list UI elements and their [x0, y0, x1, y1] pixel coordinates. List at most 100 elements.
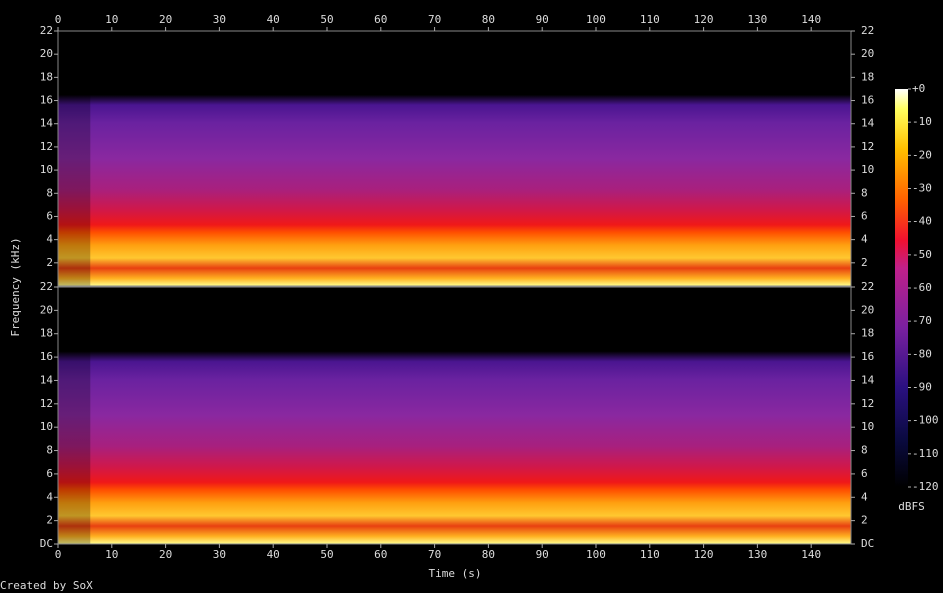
- x-tick-label: 10: [105, 13, 118, 26]
- y-tick-label: 14: [861, 373, 875, 386]
- y-tick-label: 10: [40, 420, 53, 433]
- y-tick-label: 2: [46, 256, 53, 269]
- y-tick-label: 14: [40, 373, 54, 386]
- x-tick-label: 90: [536, 548, 549, 561]
- y-tick-label: 10: [40, 163, 53, 176]
- y-tick-label: 20: [861, 47, 874, 60]
- x-axis-label: Time (s): [429, 567, 482, 580]
- x-tick-label: 70: [428, 13, 441, 26]
- y-tick-label: 14: [40, 117, 54, 130]
- y-tick-label: 16: [40, 94, 53, 107]
- spectrogram-image: [58, 31, 851, 286]
- colorbar-tick-label: -20: [912, 148, 932, 161]
- x-tick-label: 40: [267, 548, 280, 561]
- y-tick-label: 22: [861, 280, 874, 293]
- x-tick-label: 80: [482, 548, 495, 561]
- y-tick-label: 16: [861, 350, 874, 363]
- x-tick-label: 100: [586, 548, 606, 561]
- y-tick-label: 12: [40, 140, 53, 153]
- colorbar-tick-label: -90: [912, 381, 932, 394]
- plot-frame: [57, 30, 852, 287]
- y-tick-label: 22: [861, 24, 874, 37]
- y-tick-label: 2: [46, 514, 53, 527]
- x-tick-label: 110: [640, 13, 660, 26]
- y-tick-label: 22: [40, 24, 53, 37]
- x-tick-label: 0: [55, 13, 62, 26]
- x-tick-label: 120: [694, 548, 714, 561]
- colorbar-tick-label: -120: [912, 480, 939, 493]
- x-tick-label: 130: [747, 13, 767, 26]
- y-tick-label: 22: [40, 280, 53, 293]
- colorbar-tick-label: -50: [912, 248, 932, 261]
- colorbar-tick-label: -40: [912, 215, 932, 228]
- colorbar-tick-label: -30: [912, 182, 932, 195]
- x-tick-label: 30: [213, 13, 226, 26]
- x-tick-label: 70: [428, 548, 441, 561]
- y-tick-label: 20: [40, 303, 53, 316]
- y-tick-label: 8: [46, 444, 53, 457]
- y-tick-label: 18: [40, 70, 53, 83]
- x-tick-label: 50: [320, 13, 333, 26]
- y-tick-label: 12: [861, 140, 874, 153]
- y-tick-label: 6: [46, 209, 53, 222]
- colorbar-label: dBFS: [898, 500, 925, 513]
- y-tick-label: 6: [46, 467, 53, 480]
- y-axis-label: Frequency (kHz): [9, 237, 22, 336]
- y-tick-label: 8: [861, 186, 868, 199]
- y-tick-label: 18: [861, 327, 874, 340]
- x-tick-label: 40: [267, 13, 280, 26]
- intro-shade: [58, 287, 91, 544]
- plot-frame: [57, 286, 852, 545]
- x-tick-label: 110: [640, 548, 660, 561]
- colorbar: [895, 89, 908, 487]
- y-tick-label: 14: [861, 117, 875, 130]
- colorbar-tick-label: -110: [912, 447, 939, 460]
- colorbar-tick-label: -60: [912, 281, 932, 294]
- colorbar-tick-label: -70: [912, 314, 932, 327]
- x-tick-label: 60: [374, 548, 387, 561]
- x-tick-label: 100: [586, 13, 606, 26]
- y-tick-label: 10: [861, 420, 874, 433]
- colorbar-tick-label: -100: [912, 414, 939, 427]
- x-tick-label: 120: [694, 13, 714, 26]
- x-tick-label: 50: [320, 548, 333, 561]
- y-tick-label: DC: [861, 537, 874, 550]
- y-tick-label: 16: [861, 94, 874, 107]
- y-tick-label: 4: [46, 233, 53, 246]
- y-tick-label: 4: [861, 490, 868, 503]
- spectrogram-image: [58, 287, 851, 544]
- y-tick-label: 10: [861, 163, 874, 176]
- x-tick-label: 60: [374, 13, 387, 26]
- x-tick-label: 0: [55, 548, 62, 561]
- credit: Created by SoX: [0, 579, 93, 592]
- x-tick-label: 30: [213, 548, 226, 561]
- intro-shade: [58, 31, 91, 286]
- y-tick-label: 18: [861, 70, 874, 83]
- x-tick-label: 20: [159, 13, 172, 26]
- colorbar-tick-label: -10: [912, 115, 932, 128]
- y-tick-label: 4: [861, 233, 868, 246]
- y-tick-label: 2: [861, 256, 868, 269]
- x-tick-label: 90: [536, 13, 549, 26]
- x-tick-label: 130: [747, 548, 767, 561]
- y-tick-label: 6: [861, 467, 868, 480]
- x-tick-label: 80: [482, 13, 495, 26]
- x-tick-label: 20: [159, 548, 172, 561]
- y-tick-label: 12: [861, 397, 874, 410]
- y-tick-label: 4: [46, 490, 53, 503]
- y-tick-label: 8: [861, 444, 868, 457]
- y-tick-label: 6: [861, 209, 868, 222]
- x-tick-label: 140: [801, 548, 821, 561]
- y-tick-label: 20: [40, 47, 53, 60]
- x-tick-label: 10: [105, 548, 118, 561]
- y-tick-label: 16: [40, 350, 53, 363]
- colorbar-tick-label: +0: [912, 82, 925, 95]
- y-tick-label: 20: [861, 303, 874, 316]
- y-tick-label: 12: [40, 397, 53, 410]
- y-tick-label: DC: [40, 537, 53, 550]
- colorbar-tick-label: -80: [912, 347, 932, 360]
- y-tick-label: 8: [46, 186, 53, 199]
- y-tick-label: 18: [40, 327, 53, 340]
- y-tick-label: 2: [861, 514, 868, 527]
- x-tick-label: 140: [801, 13, 821, 26]
